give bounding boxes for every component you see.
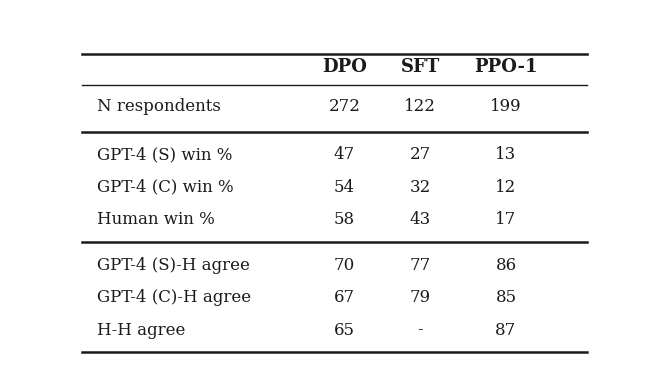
Text: 54: 54 [334, 179, 355, 196]
Text: GPT-4 (C)-H agree: GPT-4 (C)-H agree [96, 290, 251, 306]
Text: GPT-4 (S)-H agree: GPT-4 (S)-H agree [96, 257, 250, 274]
Text: 65: 65 [334, 321, 355, 338]
Text: Human win %: Human win % [96, 211, 215, 228]
Text: 199: 199 [490, 98, 522, 115]
Text: 27: 27 [409, 146, 431, 163]
Text: 79: 79 [409, 290, 430, 306]
Text: 32: 32 [409, 179, 431, 196]
Text: 17: 17 [496, 211, 516, 228]
Text: 272: 272 [329, 98, 360, 115]
Text: 58: 58 [334, 211, 355, 228]
Text: 13: 13 [496, 146, 516, 163]
Text: N respondents: N respondents [96, 98, 220, 115]
Text: 12: 12 [496, 179, 516, 196]
Text: GPT-4 (C) win %: GPT-4 (C) win % [96, 179, 233, 196]
Text: 122: 122 [404, 98, 436, 115]
Text: 87: 87 [496, 321, 516, 338]
Text: 77: 77 [409, 257, 431, 274]
Text: 43: 43 [409, 211, 431, 228]
Text: GPT-4 (S) win %: GPT-4 (S) win % [96, 146, 232, 163]
Text: DPO: DPO [322, 58, 366, 76]
Text: 86: 86 [496, 257, 516, 274]
Text: 67: 67 [334, 290, 355, 306]
Text: H-H agree: H-H agree [96, 321, 185, 338]
Text: 47: 47 [334, 146, 355, 163]
Text: 70: 70 [334, 257, 355, 274]
Text: -: - [417, 321, 423, 338]
Text: SFT: SFT [400, 58, 439, 76]
Text: PPO-1: PPO-1 [474, 58, 538, 76]
Text: 85: 85 [496, 290, 516, 306]
